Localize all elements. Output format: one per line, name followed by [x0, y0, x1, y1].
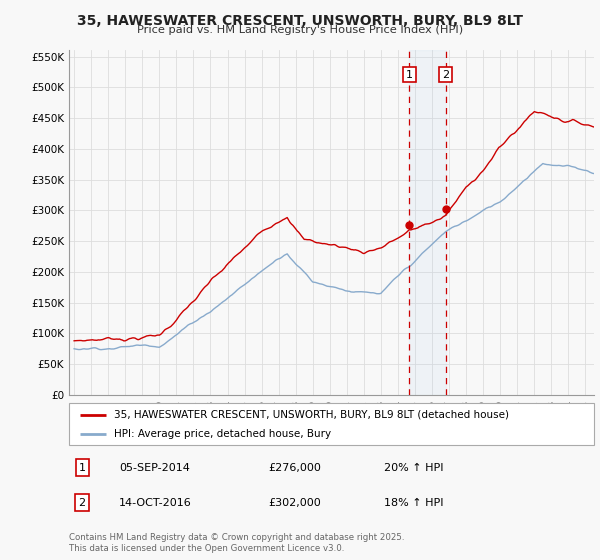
Text: 18% ↑ HPI: 18% ↑ HPI: [384, 498, 443, 507]
FancyBboxPatch shape: [69, 403, 594, 445]
Text: 2: 2: [442, 69, 449, 80]
Text: 05-SEP-2014: 05-SEP-2014: [119, 463, 190, 473]
Text: £276,000: £276,000: [269, 463, 322, 473]
Text: 1: 1: [406, 69, 413, 80]
Text: HPI: Average price, detached house, Bury: HPI: Average price, detached house, Bury: [113, 429, 331, 439]
Bar: [409, 50, 446, 395]
Text: Contains HM Land Registry data © Crown copyright and database right 2025.
This d: Contains HM Land Registry data © Crown c…: [69, 533, 404, 553]
Text: 35, HAWESWATER CRESCENT, UNSWORTH, BURY, BL9 8LT (detached house): 35, HAWESWATER CRESCENT, UNSWORTH, BURY,…: [113, 409, 509, 419]
Text: 1: 1: [79, 463, 86, 473]
Text: 2: 2: [79, 498, 86, 507]
Text: £302,000: £302,000: [269, 498, 321, 507]
Text: 35, HAWESWATER CRESCENT, UNSWORTH, BURY, BL9 8LT: 35, HAWESWATER CRESCENT, UNSWORTH, BURY,…: [77, 14, 523, 28]
Text: 20% ↑ HPI: 20% ↑ HPI: [384, 463, 443, 473]
Text: Price paid vs. HM Land Registry's House Price Index (HPI): Price paid vs. HM Land Registry's House …: [137, 25, 463, 35]
Text: 14-OCT-2016: 14-OCT-2016: [119, 498, 191, 507]
